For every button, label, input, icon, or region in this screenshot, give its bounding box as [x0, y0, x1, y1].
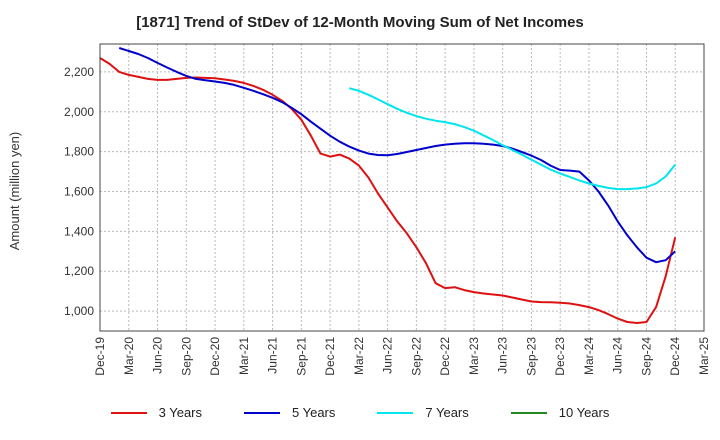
y-tick-label: 1,000	[64, 304, 94, 318]
x-tick-label: Jun-21	[266, 337, 280, 374]
legend-label: 3 Years	[158, 405, 202, 420]
grid-lines	[99, 44, 705, 331]
legend-swatch	[110, 411, 147, 414]
series-line	[118, 47, 676, 264]
x-tick-labels: Dec-19 Mar-20 Jun-20 Sep-20 Dec-20 Mar-21 Jun-…	[93, 337, 711, 376]
x-tick-label: Dec-22	[438, 337, 452, 376]
y-axis-label: Amount (million yen)	[7, 132, 22, 251]
legend-swatch	[510, 411, 547, 414]
series-line	[349, 87, 676, 191]
x-tick-label: Mar-24	[582, 337, 596, 375]
x-tick-label: Jun-22	[381, 337, 395, 374]
x-tick-label: Jun-23	[496, 337, 510, 374]
legend-item: 3 Years	[110, 405, 202, 420]
legend-item: 5 Years	[244, 405, 335, 420]
y-tick-label: 2,200	[64, 65, 94, 79]
y-tick-label: 1,400	[64, 224, 94, 238]
legend-label: 10 Years	[558, 405, 610, 420]
x-tick-label: Dec-21	[323, 337, 337, 376]
plot-frame	[99, 43, 705, 332]
y-tick-label: 1,200	[64, 264, 94, 278]
legend-swatch	[377, 411, 414, 414]
chart-title: [1871] Trend of StDev of 12-Month Moving…	[136, 14, 584, 31]
x-tick-label: Sep-23	[524, 337, 538, 376]
y-tick-label: 2,000	[64, 105, 94, 119]
x-tick-label: Jun-20	[151, 337, 165, 374]
x-tick-label: Mar-25	[697, 337, 711, 375]
series-lines	[99, 47, 677, 324]
y-tick-label: 1,800	[64, 145, 94, 159]
x-tick-label: Mar-23	[467, 337, 481, 375]
legend-item: 10 Years	[510, 405, 610, 420]
x-tick-label: Sep-24	[639, 337, 653, 376]
x-tick-label: Mar-20	[122, 337, 136, 375]
series-line	[99, 57, 677, 324]
y-tick-labels: 1,000 1,200 1,400 1,600 1,800 2,000 2,200	[64, 65, 94, 318]
x-tick-label: Sep-20	[179, 337, 193, 376]
legend-item: 7 Years	[377, 405, 469, 420]
legend-label: 5 Years	[292, 405, 336, 420]
y-tick-label: 1,600	[64, 184, 94, 198]
axes	[99, 43, 705, 332]
x-tick-label: Mar-21	[237, 337, 251, 375]
x-tick-label: Sep-22	[409, 337, 423, 376]
x-tick-label: Mar-22	[352, 337, 366, 375]
x-tick-label: Sep-21	[294, 337, 308, 376]
x-tick-label: Dec-24	[668, 337, 682, 376]
x-tick-label: Dec-20	[208, 337, 222, 376]
legend: 3 Years 5 Years 7 Years 10 Years	[0, 405, 720, 420]
x-tick-label: Jun-24	[611, 337, 625, 374]
x-tick-label: Dec-19	[93, 337, 107, 376]
legend-label: 7 Years	[425, 405, 469, 420]
legend-swatch	[244, 411, 280, 414]
x-tick-label: Dec-23	[553, 337, 567, 376]
